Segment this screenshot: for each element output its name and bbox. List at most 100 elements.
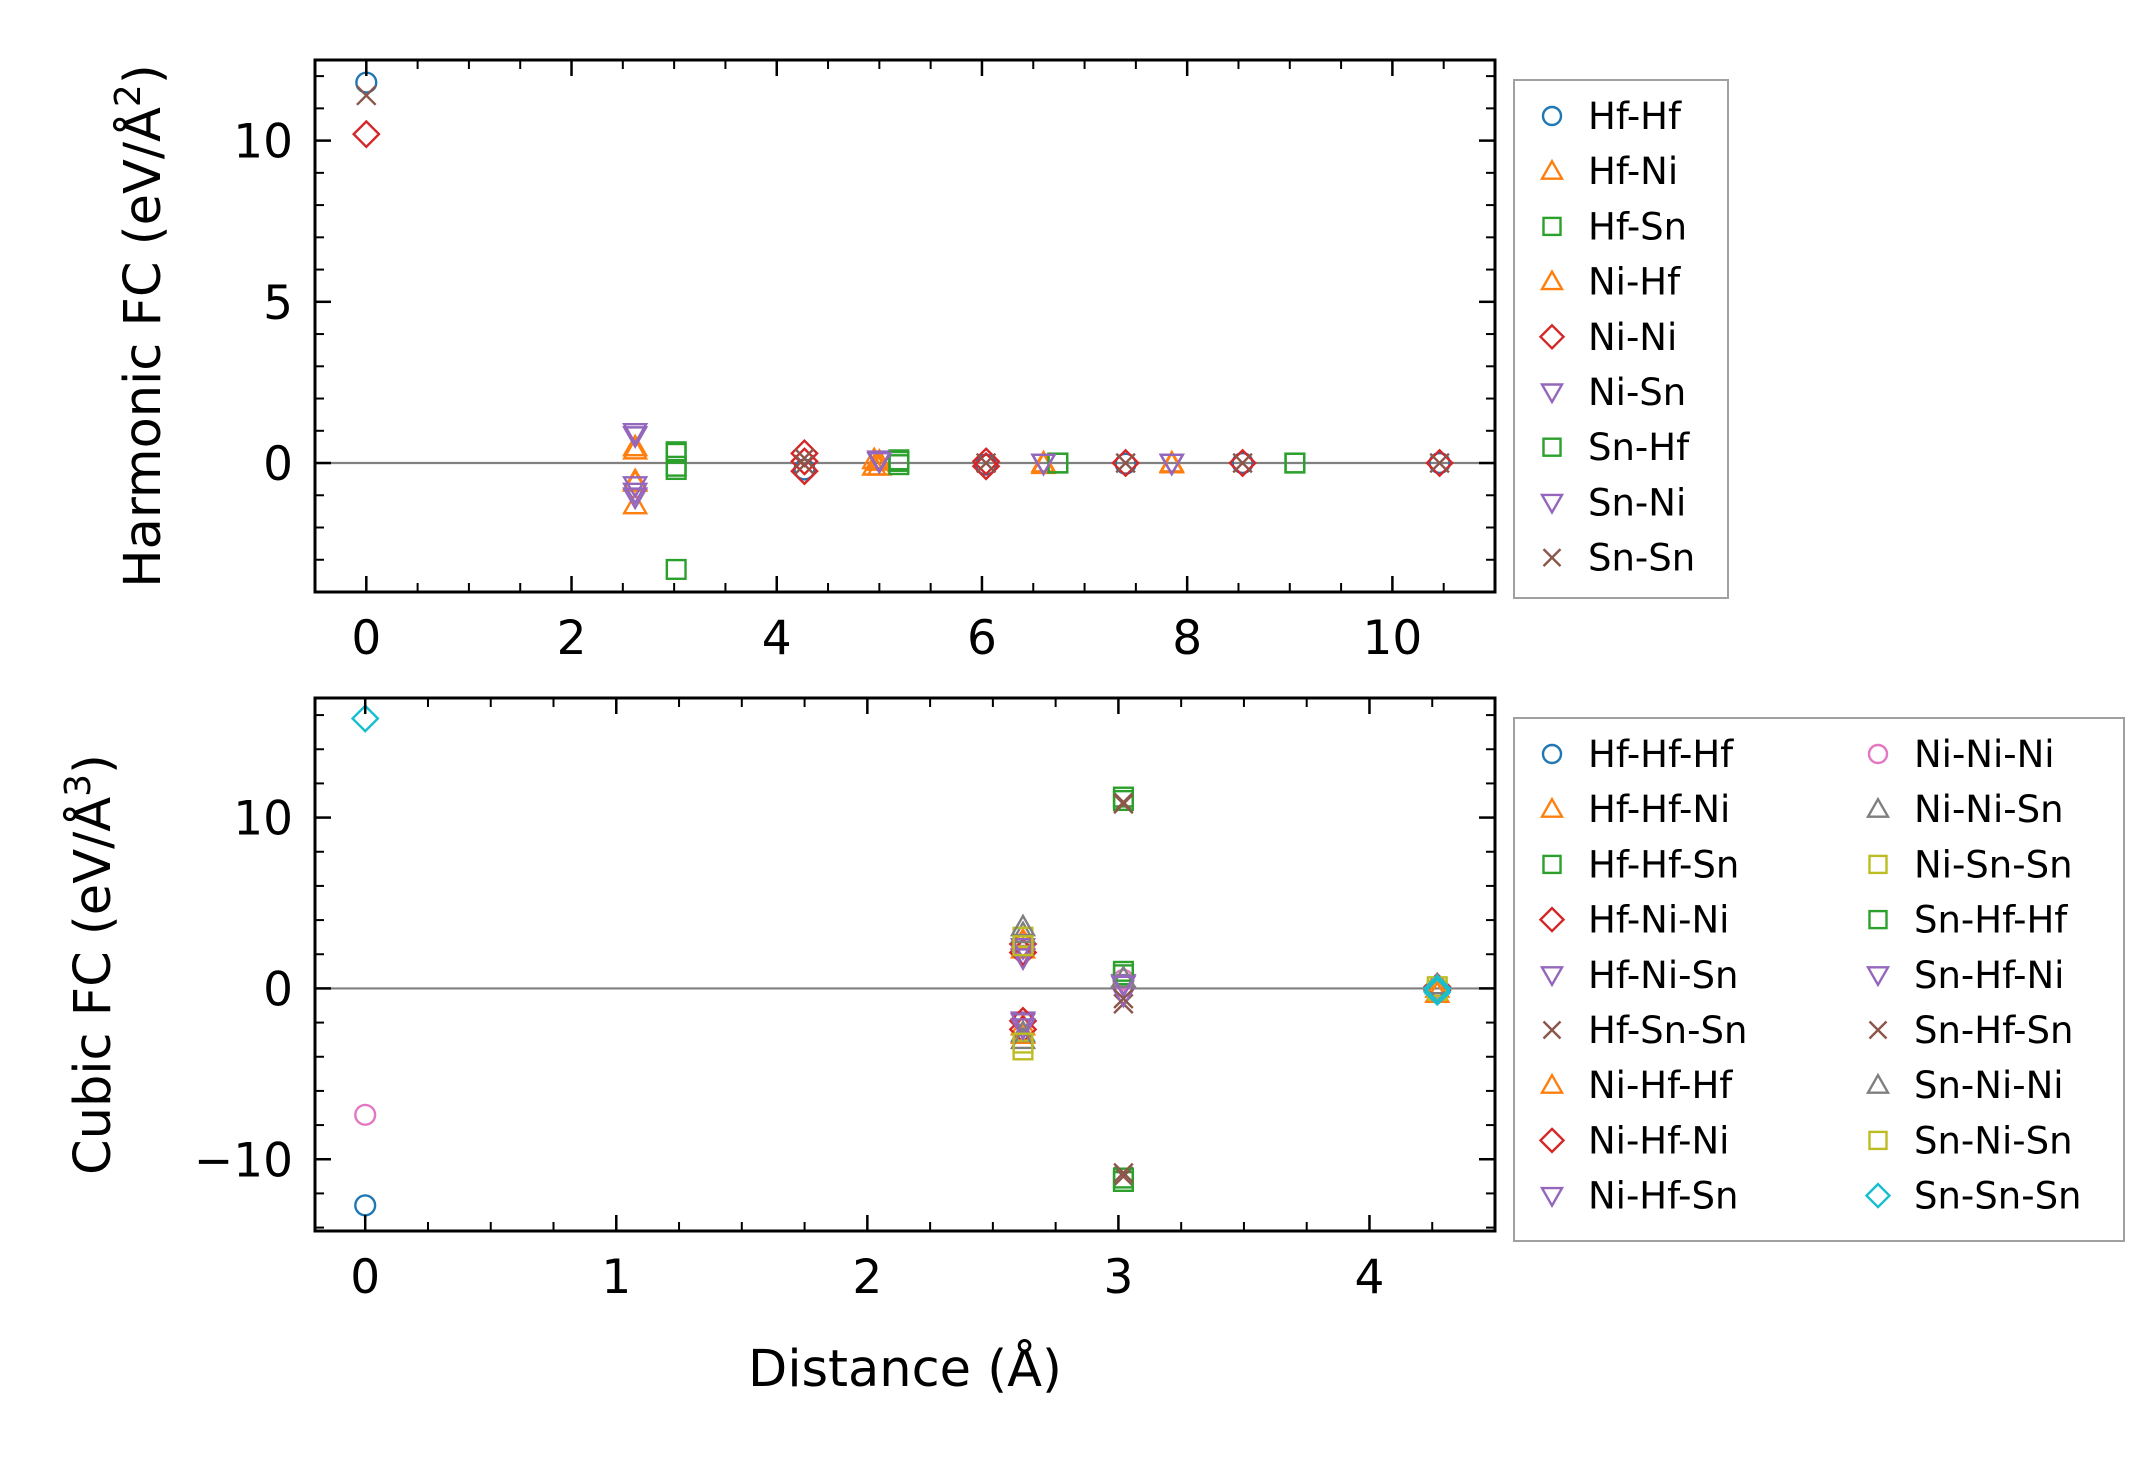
legend-item: Ni-Sn-Sn — [1868, 843, 2073, 886]
series-ni-ni-ni — [354, 968, 1449, 1126]
data-point — [1009, 1026, 1037, 1050]
legend-item: Sn-Sn-Sn — [1864, 1175, 2082, 1218]
legend-label: Ni-Ni — [1588, 316, 1677, 359]
data-point — [354, 1103, 377, 1126]
x-tick-label: 10 — [1362, 611, 1422, 666]
data-point — [622, 422, 649, 446]
x-tick-label: 8 — [1172, 611, 1202, 666]
data-point — [1228, 448, 1257, 478]
data-point — [1012, 1032, 1034, 1054]
legend-marker — [1539, 966, 1565, 988]
legend-marker — [1867, 743, 1889, 765]
data-point — [794, 454, 815, 475]
legend-label: Hf-Ni-Ni — [1588, 899, 1729, 942]
legend-item: Ni-Hf-Hf — [1539, 1064, 1733, 1107]
data-point — [1115, 452, 1136, 474]
legend-label: Ni-Hf-Hf — [1588, 1064, 1733, 1107]
legend-item: Sn-Hf-Sn — [1868, 1009, 2073, 1052]
series-sn-hf-hf — [1112, 789, 1134, 1189]
x-tick-label: 4 — [762, 611, 792, 666]
y-tick-label: −10 — [194, 1133, 293, 1188]
legend-marker — [1541, 105, 1563, 127]
legend-label: Sn-Sn — [1588, 537, 1695, 580]
data-point — [1232, 452, 1253, 474]
legend-marker — [1539, 158, 1565, 180]
y-tick-label: 10 — [233, 115, 293, 170]
legend-label: Sn-Ni — [1588, 481, 1686, 524]
legend-marker — [1542, 854, 1562, 875]
legend-marker — [1864, 1182, 1892, 1209]
data-point — [351, 119, 381, 149]
legend-label: Sn-Ni-Sn — [1914, 1119, 2073, 1162]
legend-label: Sn-Hf-Hf — [1914, 899, 2068, 942]
data-point — [1425, 448, 1454, 478]
data-point — [1114, 452, 1137, 475]
legend-frame — [1513, 717, 2125, 1242]
data-point — [354, 1194, 377, 1217]
legend-marker — [1539, 1072, 1565, 1094]
y-axis-label: Harmonic FC (eV/Å2) — [108, 64, 173, 588]
legend-marker — [1542, 216, 1562, 237]
legend-item: Sn-Hf-Ni — [1865, 954, 2064, 997]
legend: Hf-Hf-Hf Hf-Hf-Ni Hf-Hf-Sn Hf-Ni-Ni Hf-Ni-Sn… — [1513, 717, 2125, 1242]
data-point — [622, 487, 649, 511]
legend-label: Ni-Ni-Sn — [1914, 788, 2064, 831]
series-hf-ni-ni — [1008, 929, 1452, 1044]
legend-item: Hf-Sn — [1542, 205, 1687, 248]
legend-item: Hf-Hf-Ni — [1539, 788, 1730, 831]
series-ni-ni — [351, 119, 1454, 486]
y-tick-label: 5 — [263, 276, 293, 331]
legend-item: Sn-Hf-Hf — [1868, 899, 2068, 942]
data-point — [1113, 1166, 1134, 1187]
data-point — [866, 451, 893, 475]
data-point — [1428, 451, 1451, 475]
data-point — [1112, 789, 1134, 812]
legend-label: Hf-Sn-Sn — [1588, 1009, 1747, 1052]
data-point — [1113, 792, 1134, 813]
legend-item: Sn-Hf — [1542, 426, 1690, 469]
legend-label: Ni-Ni-Ni — [1914, 733, 2055, 776]
data-point — [1231, 451, 1254, 475]
harmonic-fc-panel: 0 2 4 6 8 10 0 5 10 Harmonic FC (eV/Å2) Hf-Hf Hf-Ni… — [108, 58, 1729, 666]
series-ni-sn — [622, 422, 1185, 511]
legend-label: Sn-Hf — [1588, 426, 1690, 469]
x-axis-label: Distance (Å) — [748, 1337, 1062, 1399]
series-ni-hf-hf — [1009, 927, 1451, 1044]
data-point — [1112, 960, 1134, 982]
legend-item: Hf-Hf-Sn — [1542, 843, 1739, 886]
legend-marker — [1539, 796, 1565, 818]
legend-item: Hf-Hf — [1541, 95, 1682, 138]
data-point — [1012, 935, 1034, 957]
data-point — [1009, 948, 1037, 972]
legend-marker — [1539, 493, 1565, 515]
data-point — [1113, 988, 1134, 1009]
data-point — [1158, 453, 1185, 477]
legend-marker — [1868, 1020, 1888, 1040]
data-point — [888, 450, 910, 472]
data-point — [1284, 452, 1306, 474]
legend-item: Hf-Ni-Sn — [1539, 954, 1738, 997]
legend-marker — [1865, 966, 1891, 988]
legend-item: Ni-Ni-Ni — [1867, 733, 2055, 776]
data-point — [1113, 793, 1134, 815]
legend-marker — [1868, 854, 1888, 875]
data-point — [1422, 974, 1452, 1003]
x-tick-label: 0 — [350, 1250, 380, 1305]
data-point — [1009, 1013, 1037, 1037]
legend-marker — [1865, 1072, 1891, 1094]
legend-marker — [1542, 437, 1562, 457]
legend-label: Hf-Hf-Ni — [1588, 788, 1730, 831]
legend-label: Sn-Sn-Sn — [1914, 1175, 2082, 1218]
series-hf-hf-hf — [354, 980, 1449, 1217]
series-hf-hf-ni — [1009, 935, 1451, 1036]
legend-label: Hf-Hf — [1588, 95, 1682, 138]
legend-marker — [1539, 1186, 1565, 1209]
legend-label: Ni-Sn-Sn — [1914, 843, 2073, 886]
data-point — [1030, 453, 1057, 477]
x-tick-label: 3 — [1103, 1250, 1133, 1305]
data-point — [1422, 977, 1452, 1007]
legend-item: Hf-Ni-Ni — [1538, 899, 1729, 942]
legend-marker — [1538, 906, 1566, 933]
data-point — [622, 433, 649, 457]
data-point — [1113, 1162, 1134, 1184]
